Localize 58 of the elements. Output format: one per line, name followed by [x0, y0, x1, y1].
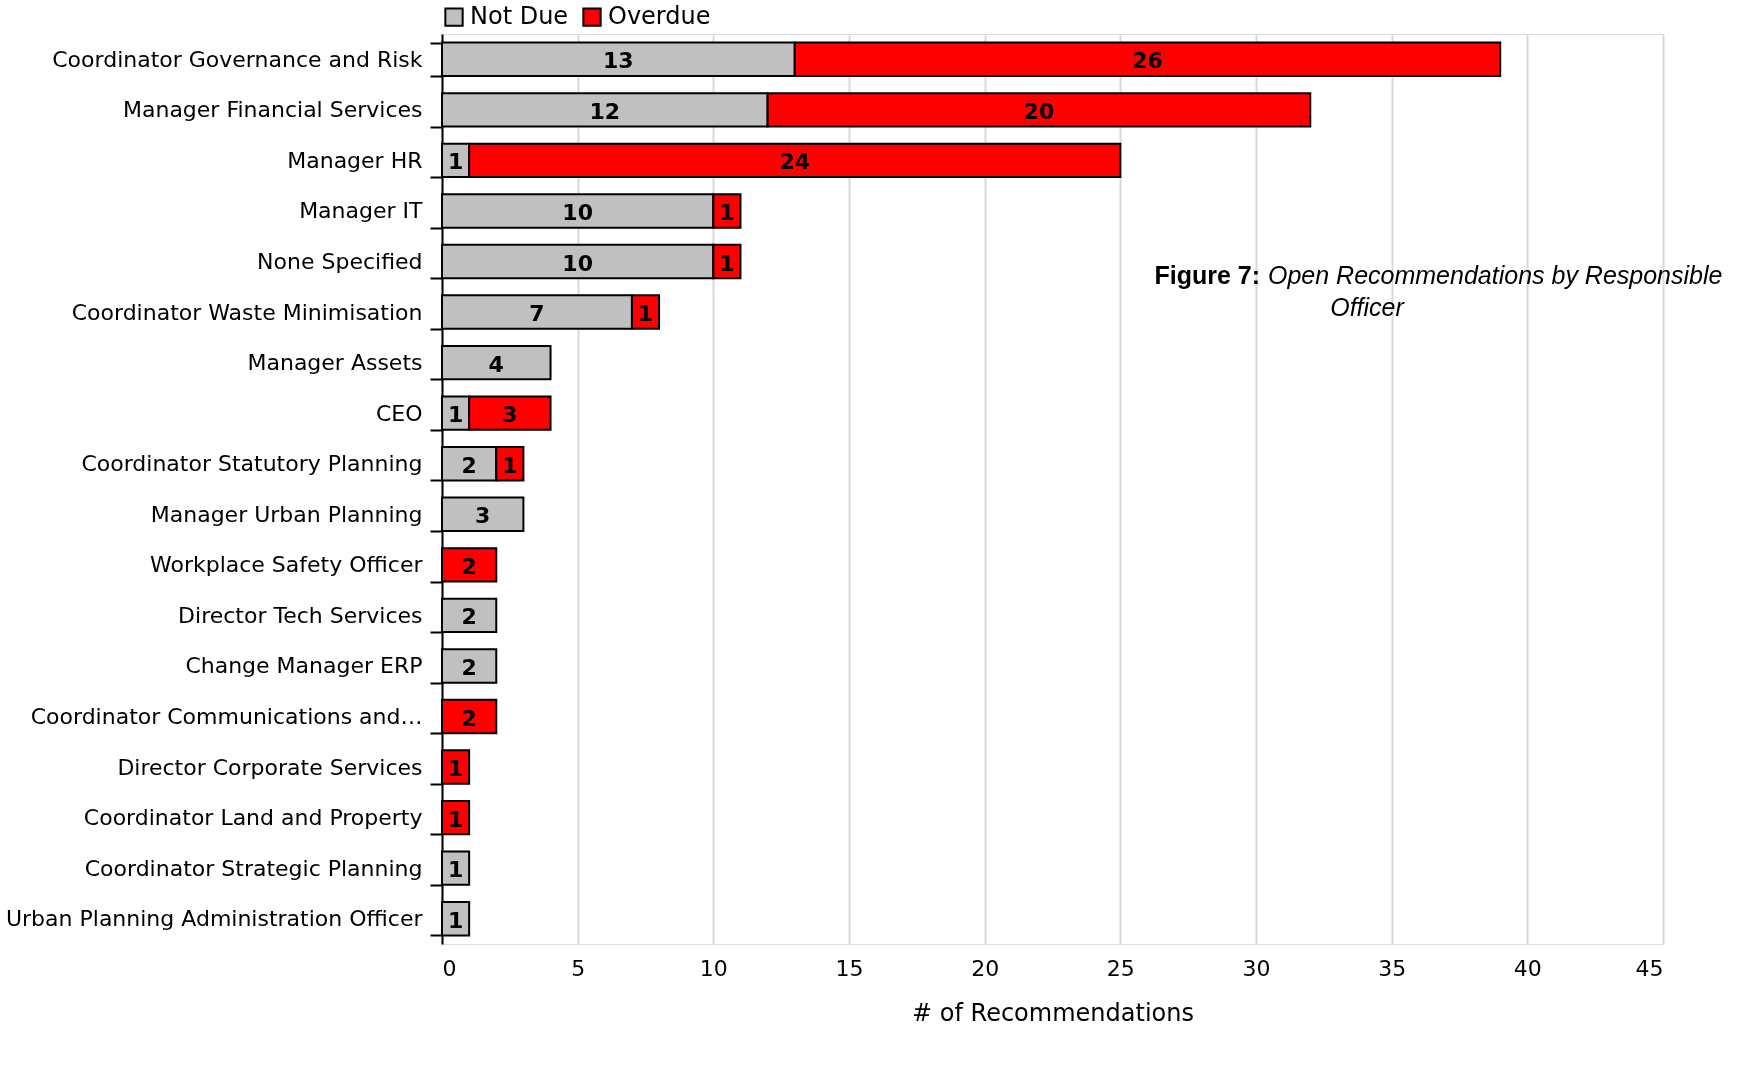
- data-label: 3: [502, 402, 518, 428]
- data-label: 2: [461, 654, 477, 680]
- x-tick-label: 10: [699, 955, 728, 981]
- y-tick-label: Manager Financial Services: [122, 97, 423, 123]
- data-label: 10: [562, 199, 593, 225]
- y-tick-label: Manager Assets: [247, 350, 423, 376]
- data-label: 1: [719, 250, 735, 276]
- data-label: 1: [447, 857, 464, 883]
- data-label: 24: [779, 149, 811, 175]
- x-tick-label: 20: [971, 955, 1000, 981]
- y-tick-label: CEO: [375, 400, 423, 426]
- y-tick-label: Urban Planning Administration Officer: [5, 906, 424, 932]
- data-label: 1: [637, 301, 654, 327]
- data-label: 26: [1132, 48, 1163, 74]
- y-tick-label: Coordinator Strategic Planning: [84, 855, 423, 881]
- x-tick-label: 45: [1635, 955, 1664, 981]
- x-tick-label: 30: [1242, 955, 1271, 981]
- data-label: 1: [447, 756, 464, 782]
- data-label: 1: [447, 806, 464, 832]
- data-label: 2: [461, 604, 477, 630]
- x-tick-label: 15: [835, 955, 864, 981]
- x-tick-label: 40: [1513, 955, 1542, 981]
- y-tick-label: Manager IT: [299, 198, 424, 224]
- y-tick-label: Director Corporate Services: [117, 754, 423, 780]
- data-label: 1: [719, 199, 735, 225]
- y-tick-label: Coordinator Governance and Risk: [52, 46, 423, 72]
- data-label: 2: [461, 452, 477, 478]
- data-label: 4: [488, 351, 504, 377]
- data-label: 3: [475, 503, 491, 529]
- data-label: 1: [447, 149, 464, 175]
- y-tick-label: Workplace Safety Officer: [149, 552, 424, 578]
- x-axis-title: # of Recommendations: [912, 998, 1194, 1027]
- legend-label: Overdue: [608, 2, 711, 31]
- y-tick-label: Coordinator Land and Property: [83, 805, 423, 831]
- data-label: 10: [562, 250, 593, 276]
- y-tick-label: Coordinator Communications and…: [30, 704, 423, 729]
- x-tick-label: 35: [1378, 955, 1407, 981]
- data-label: 1: [502, 452, 518, 478]
- legend-label: Not Due: [470, 2, 569, 31]
- x-tick-label: 5: [571, 955, 586, 981]
- data-label: 2: [461, 553, 477, 579]
- y-tick-label: Manager HR: [287, 147, 423, 173]
- data-label: 1: [447, 907, 464, 933]
- data-label: 1: [447, 402, 464, 428]
- data-label: 2: [461, 705, 477, 731]
- data-label: 13: [603, 48, 634, 74]
- y-tick-label: Change Manager ERP: [185, 653, 423, 679]
- data-label: 20: [1023, 98, 1055, 124]
- y-tick-label: Director Tech Services: [178, 602, 423, 628]
- y-tick-label: Coordinator Statutory Planning: [81, 451, 423, 477]
- x-tick-label: 25: [1106, 955, 1135, 981]
- y-tick-label: Coordinator Waste Minimisation: [71, 299, 423, 325]
- data-label: 12: [589, 98, 621, 124]
- x-tick-label: 0: [442, 955, 457, 981]
- text: Figure 7: Open Recommendations by Responsible Officer: [1154, 261, 1723, 321]
- y-tick-label: Manager Urban Planning: [150, 501, 423, 527]
- y-tick-label: None Specified: [257, 249, 423, 274]
- data-label: 7: [529, 301, 545, 327]
